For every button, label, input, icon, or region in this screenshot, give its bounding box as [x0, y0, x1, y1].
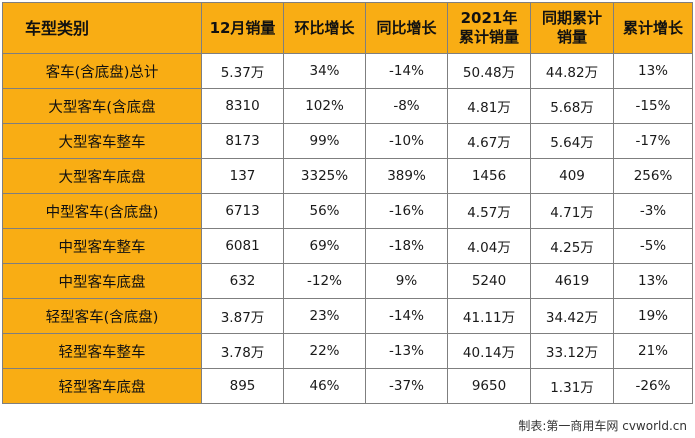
- cell-yoy-growth: -18%: [365, 228, 448, 264]
- cell-vehicle-type: 中型客车(含底盘): [2, 193, 202, 229]
- cell-cumulative-prior: 5.64万: [530, 123, 614, 159]
- cell-december-sales: 6081: [201, 228, 284, 264]
- table-row: 中型客车整车 6081 69% -18% 4.04万 4.25万 -5%: [2, 228, 693, 264]
- cell-mom-growth: 46%: [283, 368, 366, 404]
- header-2021-cumulative-sales: 2021年累计销量: [447, 2, 531, 54]
- cell-december-sales: 8310: [201, 88, 284, 124]
- cell-vehicle-type: 轻型客车底盘: [2, 368, 202, 404]
- cell-cumulative-2021: 4.67万: [447, 123, 531, 159]
- cell-mom-growth: 56%: [283, 193, 366, 229]
- table-row: 大型客车底盘 137 3325% 389% 1456 409 256%: [2, 158, 693, 194]
- table-body: 客车(含底盘)总计 5.37万 34% -14% 50.48万 44.82万 13% 大型客车…: [2, 53, 693, 404]
- header-cumulative-growth: 累计增长: [613, 2, 693, 54]
- cell-cumulative-growth: 21%: [613, 333, 693, 369]
- cell-december-sales: 632: [201, 263, 284, 299]
- cell-december-sales: 5.37万: [201, 53, 284, 89]
- cell-vehicle-type: 轻型客车(含底盘): [2, 298, 202, 334]
- cell-yoy-growth: -10%: [365, 123, 448, 159]
- cell-cumulative-2021: 50.48万: [447, 53, 531, 89]
- cell-cumulative-growth: -26%: [613, 368, 693, 404]
- cell-mom-growth: 23%: [283, 298, 366, 334]
- header-yoy-growth: 同比增长: [365, 2, 448, 54]
- cell-cumulative-2021: 4.81万: [447, 88, 531, 124]
- table-row: 中型客车底盘 632 -12% 9% 5240 4619 13%: [2, 263, 693, 299]
- cell-cumulative-prior: 44.82万: [530, 53, 614, 89]
- cell-vehicle-type: 中型客车整车: [2, 228, 202, 264]
- cell-mom-growth: -12%: [283, 263, 366, 299]
- cell-mom-growth: 3325%: [283, 158, 366, 194]
- cell-cumulative-2021: 4.57万: [447, 193, 531, 229]
- cell-vehicle-type: 大型客车(含底盘: [2, 88, 202, 124]
- cell-mom-growth: 69%: [283, 228, 366, 264]
- cell-yoy-growth: -16%: [365, 193, 448, 229]
- cell-cumulative-prior: 409: [530, 158, 614, 194]
- cell-cumulative-prior: 4619: [530, 263, 614, 299]
- cell-cumulative-2021: 9650: [447, 368, 531, 404]
- cell-vehicle-type: 客车(含底盘)总计: [2, 53, 202, 89]
- cell-cumulative-2021: 40.14万: [447, 333, 531, 369]
- cell-cumulative-growth: -5%: [613, 228, 693, 264]
- cell-vehicle-type: 中型客车底盘: [2, 263, 202, 299]
- cell-mom-growth: 22%: [283, 333, 366, 369]
- cell-cumulative-growth: -15%: [613, 88, 693, 124]
- header-mom-growth: 环比增长: [283, 2, 366, 54]
- header-prior-cumulative-sales: 同期累计销量: [530, 2, 614, 54]
- cell-mom-growth: 99%: [283, 123, 366, 159]
- cell-cumulative-prior: 1.31万: [530, 368, 614, 404]
- table-row: 大型客车(含底盘 8310 102% -8% 4.81万 5.68万 -15%: [2, 88, 693, 124]
- header-vehicle-type: 车型类别: [2, 2, 202, 54]
- cell-cumulative-2021: 41.11万: [447, 298, 531, 334]
- table-row: 大型客车整车 8173 99% -10% 4.67万 5.64万 -17%: [2, 123, 693, 159]
- cell-cumulative-prior: 4.25万: [530, 228, 614, 264]
- cell-mom-growth: 102%: [283, 88, 366, 124]
- cell-yoy-growth: -8%: [365, 88, 448, 124]
- source-credit: 制表:第一商用车网 cvworld.cn: [518, 419, 687, 433]
- cell-cumulative-growth: 13%: [613, 53, 693, 89]
- cell-vehicle-type: 大型客车整车: [2, 123, 202, 159]
- cell-cumulative-growth: 256%: [613, 158, 693, 194]
- cell-yoy-growth: -14%: [365, 53, 448, 89]
- header-december-sales: 12月销量: [201, 2, 284, 54]
- cell-cumulative-growth: 13%: [613, 263, 693, 299]
- table-row: 中型客车(含底盘) 6713 56% -16% 4.57万 4.71万 -3%: [2, 193, 693, 229]
- cell-cumulative-prior: 5.68万: [530, 88, 614, 124]
- cell-cumulative-prior: 34.42万: [530, 298, 614, 334]
- cell-mom-growth: 34%: [283, 53, 366, 89]
- table-row: 轻型客车整车 3.78万 22% -13% 40.14万 33.12万 21%: [2, 333, 693, 369]
- cell-december-sales: 895: [201, 368, 284, 404]
- cell-cumulative-growth: -17%: [613, 123, 693, 159]
- table-row: 轻型客车底盘 895 46% -37% 9650 1.31万 -26%: [2, 368, 693, 404]
- cell-yoy-growth: -13%: [365, 333, 448, 369]
- cell-yoy-growth: 389%: [365, 158, 448, 194]
- cell-vehicle-type: 大型客车底盘: [2, 158, 202, 194]
- cell-december-sales: 8173: [201, 123, 284, 159]
- cell-cumulative-prior: 33.12万: [530, 333, 614, 369]
- cell-cumulative-2021: 1456: [447, 158, 531, 194]
- header-row: 车型类别 12月销量 环比增长 同比增长 2021年累计销量 同期累计销量 累计…: [2, 2, 693, 54]
- cell-cumulative-2021: 5240: [447, 263, 531, 299]
- cell-cumulative-2021: 4.04万: [447, 228, 531, 264]
- cell-cumulative-growth: -3%: [613, 193, 693, 229]
- header-2021-cumulative-sales-text: 2021年累计销量: [458, 9, 519, 46]
- table-header: 车型类别 12月销量 环比增长 同比增长 2021年累计销量 同期累计销量 累计…: [2, 2, 693, 54]
- cell-december-sales: 6713: [201, 193, 284, 229]
- cell-yoy-growth: -37%: [365, 368, 448, 404]
- cell-yoy-growth: -14%: [365, 298, 448, 334]
- cell-cumulative-growth: 19%: [613, 298, 693, 334]
- cell-vehicle-type: 轻型客车整车: [2, 333, 202, 369]
- bus-sales-table: 车型类别 12月销量 环比增长 同比增长 2021年累计销量 同期累计销量 累计…: [2, 2, 693, 404]
- cell-december-sales: 3.78万: [201, 333, 284, 369]
- header-prior-cumulative-sales-text: 同期累计销量: [541, 9, 602, 46]
- cell-december-sales: 3.87万: [201, 298, 284, 334]
- table-row: 客车(含底盘)总计 5.37万 34% -14% 50.48万 44.82万 13%: [2, 53, 693, 89]
- cell-cumulative-prior: 4.71万: [530, 193, 614, 229]
- cell-yoy-growth: 9%: [365, 263, 448, 299]
- table-row: 轻型客车(含底盘) 3.87万 23% -14% 41.11万 34.42万 19%: [2, 298, 693, 334]
- cell-december-sales: 137: [201, 158, 284, 194]
